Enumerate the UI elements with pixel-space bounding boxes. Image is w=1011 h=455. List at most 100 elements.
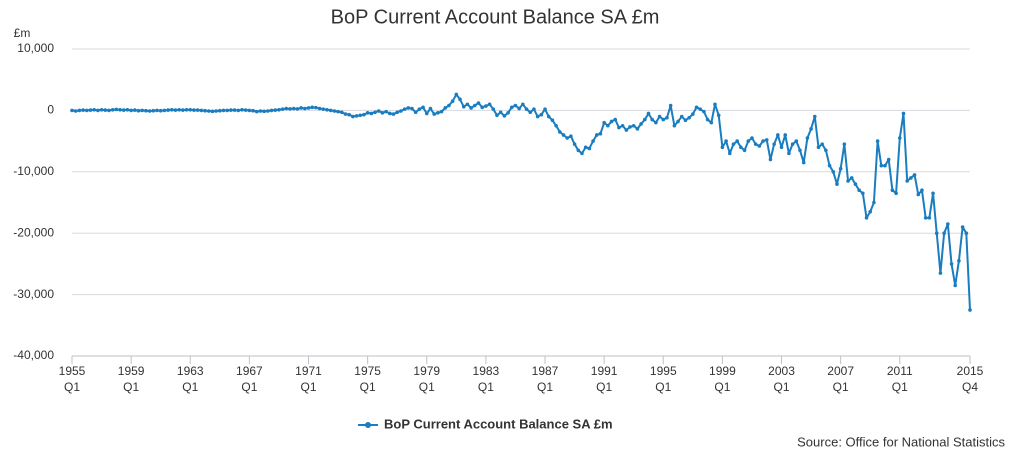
data-point <box>410 106 414 111</box>
data-point <box>532 107 536 111</box>
data-point <box>720 145 725 150</box>
data-point <box>362 112 366 117</box>
data-point <box>214 109 218 113</box>
data-point <box>642 117 647 122</box>
data-point <box>251 108 255 113</box>
data-point <box>502 114 507 118</box>
data-point <box>332 109 337 113</box>
data-point <box>454 92 459 97</box>
data-point <box>133 108 137 112</box>
data-point <box>439 109 444 114</box>
data-point <box>812 114 817 119</box>
data-point <box>158 108 163 113</box>
data-point <box>210 109 215 114</box>
data-point <box>321 107 326 111</box>
data-point <box>554 123 558 128</box>
data-point <box>609 119 614 124</box>
x-tick-label: 1959 Q1 <box>118 364 145 394</box>
data-point <box>569 134 573 138</box>
data-point <box>96 108 100 113</box>
x-tick-label: 1963 Q1 <box>177 364 204 394</box>
data-point <box>631 123 636 128</box>
data-point <box>247 108 252 113</box>
data-point <box>365 111 370 115</box>
x-tick-label: 1999 Q1 <box>709 364 736 394</box>
data-point <box>691 112 695 116</box>
data-point <box>535 114 540 119</box>
data-point <box>77 108 82 113</box>
x-tick-label: 1983 Q1 <box>473 364 500 394</box>
data-point <box>912 173 917 177</box>
data-point <box>280 107 285 111</box>
data-point <box>838 166 843 171</box>
data-point <box>550 118 555 123</box>
data-point <box>805 136 810 140</box>
data-point <box>561 133 566 137</box>
y-tick-label: -30,000 <box>13 287 54 301</box>
data-point <box>243 108 248 112</box>
data-point <box>188 107 193 112</box>
data-point <box>757 144 762 148</box>
data-point <box>92 107 96 112</box>
data-point <box>783 133 788 137</box>
data-point <box>742 148 747 153</box>
data-point <box>676 119 680 124</box>
data-point <box>946 222 950 226</box>
data-point <box>957 259 961 263</box>
data-point <box>354 114 359 118</box>
data-point <box>166 108 170 112</box>
data-point <box>753 142 758 146</box>
data-point <box>424 111 429 116</box>
data-point <box>399 109 403 113</box>
data-point <box>790 142 795 146</box>
data-point <box>306 106 311 110</box>
data-point <box>421 105 425 110</box>
data-point <box>317 106 322 111</box>
data-point <box>661 117 666 122</box>
data-point <box>129 108 133 113</box>
data-point <box>269 108 274 113</box>
data-point <box>491 107 496 111</box>
data-point <box>473 103 477 108</box>
data-point <box>402 107 407 111</box>
y-tick-label: -20,000 <box>13 225 54 239</box>
data-point <box>713 102 717 107</box>
data-point <box>125 107 130 112</box>
data-point <box>447 103 451 108</box>
data-point <box>606 123 610 128</box>
data-point <box>203 108 207 113</box>
data-point <box>665 115 669 120</box>
data-point <box>931 191 935 196</box>
data-point <box>144 108 148 113</box>
data-point <box>787 151 791 156</box>
data-point <box>103 108 108 112</box>
chart-title: BoP Current Account Balance SA £m <box>331 6 660 28</box>
x-tick-label: 1991 Q1 <box>591 364 618 394</box>
data-point <box>835 182 839 186</box>
data-point <box>506 111 510 115</box>
data-point <box>273 108 278 112</box>
data-point <box>746 139 751 143</box>
data-point <box>476 101 481 105</box>
data-point <box>598 131 603 136</box>
data-point <box>727 151 732 156</box>
data-point <box>81 108 85 112</box>
data-point <box>735 139 739 143</box>
data-point <box>617 125 621 130</box>
data-point <box>136 108 141 113</box>
data-point <box>668 103 673 108</box>
data-point <box>698 107 703 111</box>
x-tick-label: 1979 Q1 <box>413 364 440 394</box>
data-point <box>266 109 270 113</box>
data-point <box>395 110 400 115</box>
y-axis-unit: £m <box>14 26 31 40</box>
x-tick-label: 1975 Q1 <box>354 364 381 394</box>
data-point <box>343 112 348 116</box>
data-point <box>314 105 318 110</box>
data-point <box>484 104 488 108</box>
data-point <box>254 109 259 114</box>
x-tick-label: 1987 Q1 <box>532 364 559 394</box>
data-point <box>498 110 503 115</box>
data-point <box>890 188 895 193</box>
